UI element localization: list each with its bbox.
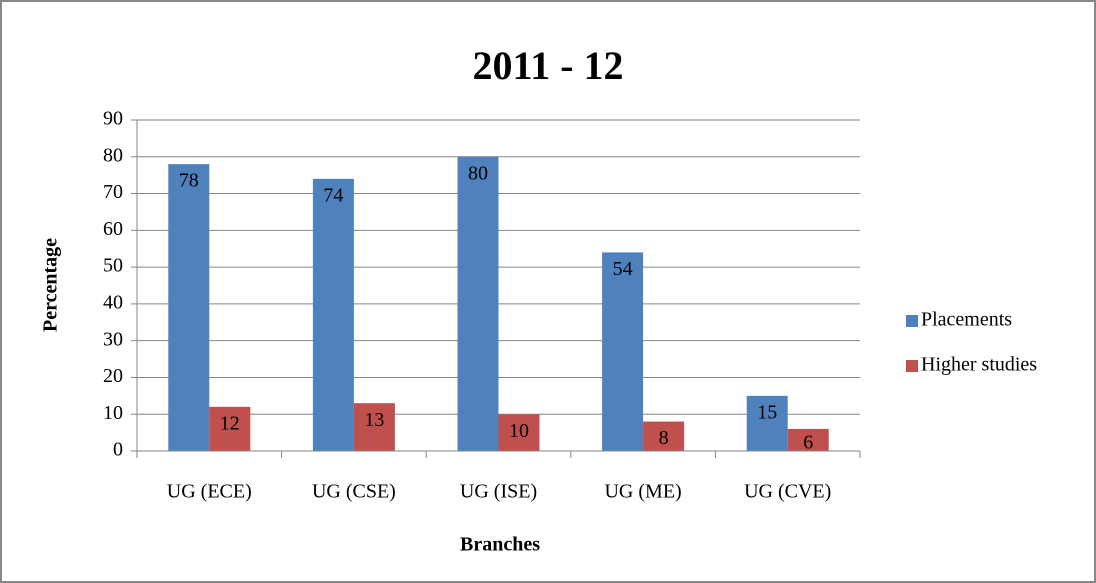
x-tick-label: UG (ME) <box>604 481 681 503</box>
bar <box>746 395 788 451</box>
bar <box>457 156 499 451</box>
bar <box>787 428 829 451</box>
y-tick-label: 30 <box>103 328 123 350</box>
y-axis-label: Percentage <box>40 238 62 332</box>
data-label: 8 <box>659 427 669 449</box>
y-tick-label: 50 <box>103 255 123 277</box>
y-tick-label: 20 <box>103 365 123 387</box>
data-label: 15 <box>757 401 777 423</box>
data-label: 74 <box>323 184 343 206</box>
x-tick-label: UG (CSE) <box>312 481 396 503</box>
bar <box>312 178 354 451</box>
data-label: 78 <box>179 170 199 192</box>
x-axis-label: Branches <box>460 534 540 556</box>
legend-label: Higher studies <box>921 354 1037 376</box>
data-label: 12 <box>220 412 240 434</box>
y-tick-label: 10 <box>103 402 123 424</box>
bar <box>643 421 685 451</box>
y-tick-label: 80 <box>103 144 123 166</box>
bar <box>602 252 644 451</box>
data-label: 80 <box>468 162 488 184</box>
y-tick-label: 60 <box>103 218 123 240</box>
bar <box>498 414 540 451</box>
legend-swatch <box>906 360 918 372</box>
bar <box>209 406 251 451</box>
x-tick-label: UG (ISE) <box>460 481 537 503</box>
x-tick-label: UG (ECE) <box>167 481 252 503</box>
data-label: 10 <box>509 420 529 442</box>
legend-label: Placements <box>921 309 1012 331</box>
y-tick-label: 0 <box>113 439 123 461</box>
x-tick-label: UG (CVE) <box>744 481 831 503</box>
data-label: 6 <box>803 432 813 454</box>
data-label: 54 <box>613 258 633 280</box>
data-label: 13 <box>364 409 384 431</box>
bar <box>168 164 210 451</box>
y-tick-label: 90 <box>103 108 123 130</box>
y-tick-label: 40 <box>103 291 123 313</box>
chart-title: 2011 - 12 <box>472 43 623 88</box>
bar <box>353 403 395 451</box>
legend-swatch <box>906 315 918 327</box>
y-tick-label: 70 <box>103 181 123 203</box>
